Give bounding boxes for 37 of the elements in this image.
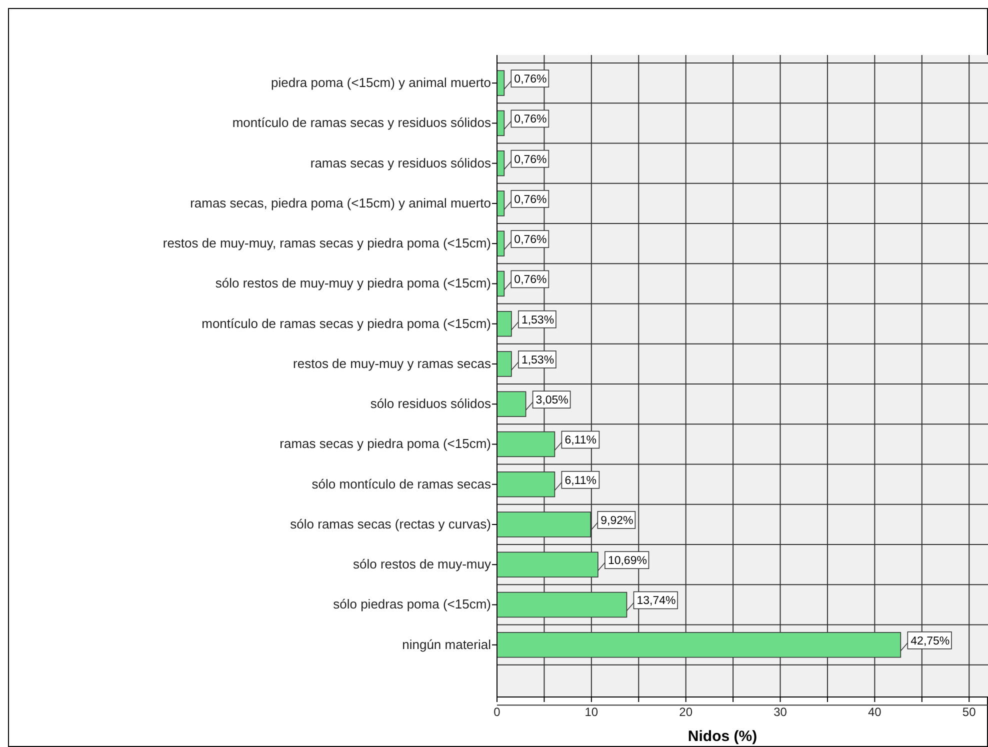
y-tick-label: sólo restos de muy-muy y piedra poma (<15cm) (215, 276, 491, 291)
data-label: 1,53% (521, 354, 554, 366)
data-label: 0,76% (514, 234, 547, 246)
data-label: 3,05% (536, 394, 568, 407)
y-tick-label: sólo ramas secas (rectas y curvas) (290, 516, 491, 532)
x-tick-label: 20 (679, 705, 693, 719)
data-label: 0,76% (514, 154, 547, 166)
y-tick-label: ningún material (402, 636, 492, 652)
y-tick-label: ramas secas y piedra poma (<15cm) (280, 436, 491, 452)
data-label: 10,69% (608, 555, 647, 568)
data-label: 0,76% (514, 274, 547, 286)
data-label: 0,76% (514, 114, 547, 126)
x-axis-title: Nidos (%) (688, 728, 758, 745)
x-tick-label: 50 (962, 705, 976, 719)
y-tick-label: restos de muy-muy, ramas secas y piedra poma (<15cm) (162, 236, 491, 251)
y-tick-label: ramas secas y residuos sólidos (310, 155, 492, 170)
data-label: 1,53% (521, 314, 554, 326)
y-tick-label: restos de muy-muy y ramas secas (293, 356, 492, 371)
y-tick-label: montículo de ramas secas y residuos sólidos (232, 115, 492, 130)
y-tick-label: sólo residuos sólidos (370, 396, 492, 412)
x-tick-label: 10 (584, 705, 598, 719)
data-label: 13,74% (636, 595, 676, 608)
data-label: 6,11% (564, 434, 596, 447)
data-label: 42,75% (910, 635, 950, 648)
data-label: 0,76% (514, 194, 547, 206)
y-tick-label: ramas secas, piedra poma (<15cm) y animal muerto (190, 195, 491, 210)
x-tick-label: 0 (494, 705, 501, 719)
x-tick-label: 40 (868, 705, 882, 719)
data-label: 6,11% (564, 474, 596, 487)
y-tick-label: piedra poma (<15cm) y animal muerto (270, 75, 491, 90)
y-tick-label: sólo piedras poma (<15cm) (333, 596, 491, 612)
y-tick-label: montículo de ramas secas y piedra poma (<15cm) (202, 316, 491, 331)
y-tick-label: sólo restos de muy-muy (353, 556, 492, 572)
data-label: 0,76% (514, 74, 547, 86)
x-tick-label: 30 (774, 705, 788, 719)
y-tick-label: sólo montículo de ramas secas (312, 476, 492, 492)
data-label: 9,92% (600, 514, 634, 527)
